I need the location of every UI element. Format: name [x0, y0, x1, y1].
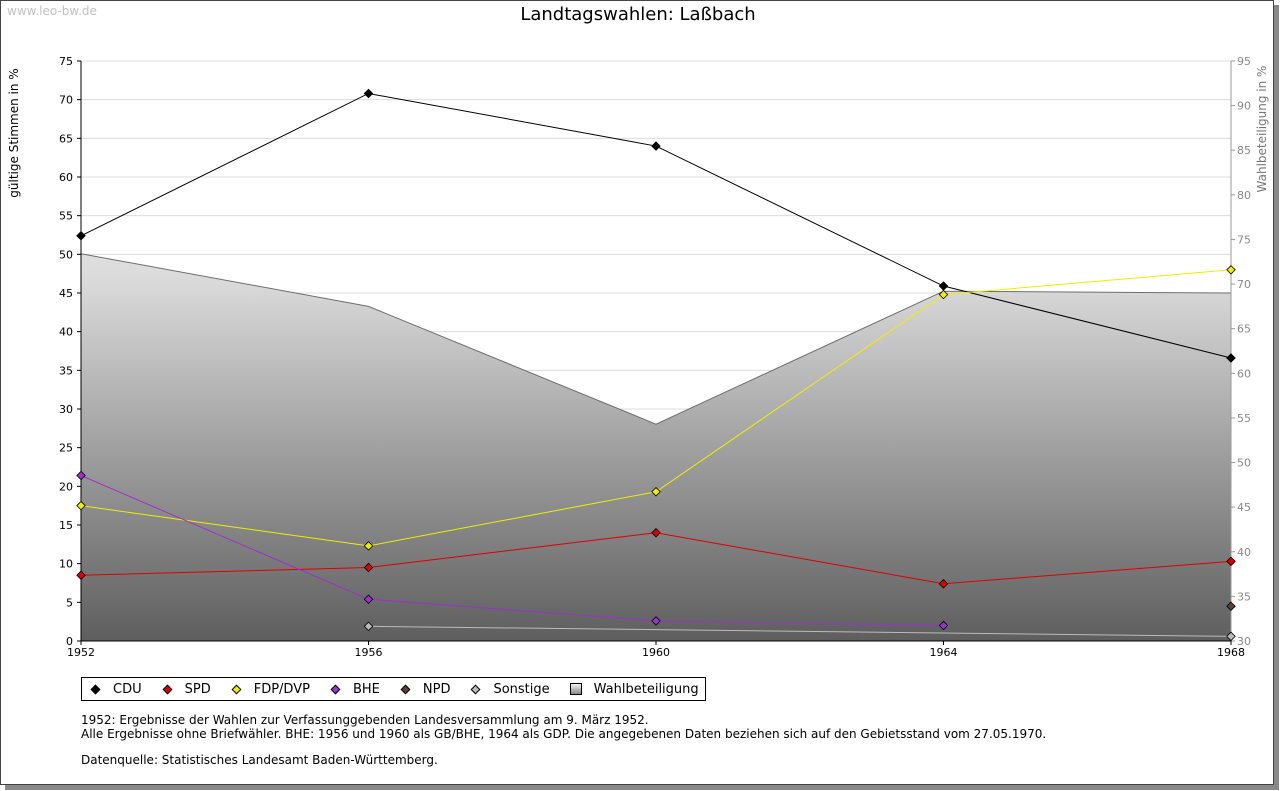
legend-label-bhe: BHE — [352, 681, 380, 697]
data-point-cdu-1968 — [1226, 353, 1236, 363]
legend-item-spd: SPD — [158, 682, 211, 697]
legend-marker-fdp-dvp — [231, 684, 242, 694]
y-tick-label-35: 35 — [59, 364, 73, 377]
legend-item-wahlbeteiligung: Wahlbeteiligung — [566, 682, 699, 697]
y2-tick-label-60: 60 — [1237, 367, 1251, 380]
y2-tick-label-40: 40 — [1237, 546, 1251, 559]
legend-marker-sonstige — [471, 684, 481, 694]
y-tick-label-65: 65 — [59, 132, 73, 145]
footnote-source: Datenquelle: Statistisches Landesamt Bad… — [81, 752, 438, 767]
y-tick-label-55: 55 — [59, 210, 73, 223]
y-tick-label-15: 15 — [59, 519, 73, 532]
data-point-fdp-dvp-1964 — [938, 289, 949, 300]
watermark: www.leo-bw.de — [7, 4, 97, 18]
legend-item-sonstige: Sonstige — [466, 681, 550, 697]
y-tick-label-75: 75 — [59, 55, 73, 68]
series-line-sonstige — [368, 625, 1232, 637]
data-point-bhe-1956 — [363, 594, 374, 605]
y-tick-label-70: 70 — [59, 94, 73, 107]
data-point-fdp-dvp-1968 — [1226, 265, 1236, 275]
y2-tick-label-80: 80 — [1237, 189, 1251, 202]
y-tick-label-40: 40 — [59, 326, 73, 339]
turnout-line — [80, 253, 1232, 425]
x-tick-label-1960: 1960 — [642, 646, 670, 659]
footnote-1952: 1952: Ergebnisse der Wahlen zur Verfassu… — [81, 713, 649, 727]
legend-item-npd: NPD — [396, 681, 451, 697]
x-tick-label-1952: 1952 — [67, 646, 95, 659]
legend-item-cdu: CDU — [86, 682, 142, 697]
legend-marker-npd — [400, 684, 411, 694]
data-point-fdp-dvp-1952 — [76, 500, 86, 511]
footnotes: 1952: Ergebnisse der Wahlen zur Verfassu… — [81, 713, 1047, 767]
y-tick-label-20: 20 — [59, 480, 73, 493]
y2-tick-label-65: 65 — [1237, 323, 1251, 336]
data-point-spd-1952 — [76, 570, 86, 581]
legend-label-spd: SPD — [184, 681, 211, 697]
y-tick-label-25: 25 — [59, 442, 73, 455]
y-tick-label-5: 5 — [66, 596, 73, 609]
data-point-npd-1968 — [1226, 601, 1236, 611]
y-tick-label-45: 45 — [59, 287, 73, 300]
legend-marker-bhe — [330, 684, 341, 694]
data-point-cdu-1952 — [76, 231, 86, 241]
y2-tick-label-70: 70 — [1237, 278, 1251, 291]
y-tick-label-60: 60 — [59, 171, 73, 184]
y2-tick-label-95: 95 — [1237, 55, 1251, 68]
legend-label-wahlbeteiligung: Wahlbeteiligung — [593, 681, 699, 697]
data-point-fdp-dvp-1960 — [651, 486, 661, 497]
y-tick-label-30: 30 — [59, 403, 73, 416]
data-point-fdp-dvp-1956 — [363, 541, 374, 551]
data-point-bhe-1960 — [651, 616, 661, 626]
data-point-spd-1956 — [363, 562, 374, 573]
y-tick-label-0: 0 — [66, 635, 73, 648]
y2-tick-label-55: 55 — [1237, 412, 1251, 425]
data-point-bhe-1964 — [938, 620, 949, 631]
y2-tick-label-45: 45 — [1237, 501, 1251, 514]
chart-title: Landtagswahlen: Laßbach — [520, 4, 756, 25]
turnout-area — [81, 253, 1231, 641]
y-tick-label-50: 50 — [59, 248, 73, 261]
footnote-general: Alle Ergebnisse ohne Briefwähler. BHE: 1… — [81, 726, 1047, 741]
legend-label-fdp-dvp: FDP/DVP — [253, 681, 310, 697]
y2-tick-label-50: 50 — [1237, 457, 1251, 470]
legend-marker-wahlbeteiligung — [569, 683, 582, 695]
data-point-sonstige-1956 — [363, 621, 374, 632]
data-point-spd-1964 — [938, 579, 949, 589]
data-point-cdu-1956 — [363, 88, 374, 99]
y2-tick-label-85: 85 — [1237, 144, 1251, 157]
chart-plot: 0 5 10 15 20 25 30 35 40 45 50 55 60 65 70 75 30 35 40 45 50… — [59, 55, 1251, 659]
legend-item-fdp-dvp: FDP/DVP — [227, 682, 310, 697]
x-tick-label-1968: 1968 — [1217, 646, 1245, 659]
series-line-bhe — [80, 475, 944, 627]
legend: CDU SPD FDP/DVP BHE NPD Sonstige Wahlbet… — [81, 677, 706, 701]
data-point-cdu-1964 — [938, 281, 949, 291]
x-tick-label-1964: 1964 — [930, 646, 958, 659]
y2-tick-label-35: 35 — [1237, 590, 1251, 603]
data-point-bhe-1952 — [76, 470, 86, 481]
legend-label-npd: NPD — [422, 681, 451, 697]
y2-tick-label-30: 30 — [1237, 635, 1251, 648]
data-point-spd-1960 — [651, 527, 661, 538]
legend-item-bhe: BHE — [326, 682, 380, 697]
data-point-sonstige-1968 — [1226, 631, 1236, 642]
data-point-spd-1968 — [1226, 556, 1236, 567]
y2-tick-label-90: 90 — [1237, 100, 1251, 113]
legend-marker-cdu — [90, 684, 101, 694]
legend-label-sonstige: Sonstige — [493, 681, 550, 697]
data-point-cdu-1960 — [651, 141, 661, 151]
x-tick-label-1956: 1956 — [355, 646, 383, 659]
legend-marker-spd — [162, 684, 173, 694]
y-tick-label-10: 10 — [59, 558, 73, 571]
legend-label-cdu: CDU — [113, 681, 142, 697]
y2-tick-label-75: 75 — [1237, 233, 1251, 246]
